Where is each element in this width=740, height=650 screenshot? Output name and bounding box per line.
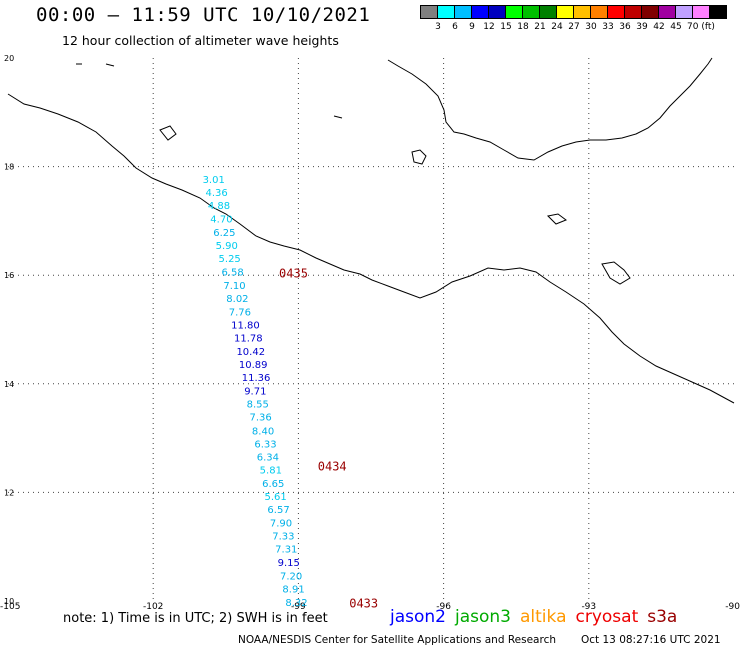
wave-height-value: 7.76 <box>229 307 251 318</box>
satellite-legend: jason2 jason3 altika cryosat s3a <box>390 607 686 627</box>
coastline-segment <box>387 57 713 161</box>
scale-tick-label: 36 <box>619 22 631 32</box>
coastline-segment <box>159 125 177 141</box>
track-time-label: 0433 <box>349 597 378 611</box>
color-scale <box>420 5 727 19</box>
wave-height-value: 9.71 <box>244 387 266 398</box>
page-subtitle: 12 hour collection of altimeter wave hei… <box>62 33 339 48</box>
scale-tick-label: 45 <box>670 22 682 32</box>
scale-tick-label: 9 <box>469 22 475 32</box>
wave-height-value: 8.02 <box>226 294 248 305</box>
coastline-segment <box>7 93 735 404</box>
coastline-segment <box>333 115 343 119</box>
wave-height-value: 7.90 <box>270 519 292 530</box>
scale-swatch <box>709 5 727 19</box>
wave-height-value: 11.78 <box>234 333 263 344</box>
wave-height-value: 6.25 <box>213 228 235 239</box>
lat-label: 14 <box>4 380 14 389</box>
wave-height-value: 5.25 <box>219 254 241 265</box>
track-time-labels: 0435 0434 0433 <box>279 266 378 610</box>
scale-tick-label: 42 <box>653 22 665 32</box>
scale-tick-label: 39 <box>636 22 648 32</box>
lat-label: 12 <box>4 488 14 497</box>
generated-timestamp: Oct 13 08:27:16 UTC 2021 <box>581 634 721 646</box>
altimeter-track: 3.01 4.36 4.88 4.70 6.25 5.90 5.25 6.58 7.10 8.02… <box>203 175 308 609</box>
axis-labels: 20 18 16 14 12 10-105 -102 -99 -96 -93 -90 <box>0 54 740 612</box>
wave-height-value: 8.32 <box>285 598 307 609</box>
wave-height-value: 10.42 <box>236 347 265 358</box>
wave-height-value: 4.70 <box>210 215 232 226</box>
wave-height-value: 6.57 <box>267 505 289 516</box>
scale-tick-label: 30 <box>585 22 597 32</box>
color-scale-labels: 3 6 9 12 15 18 21 24 27 30 33 36 39 42 45 70 (ft) <box>421 22 740 34</box>
scale-tick-label: 15 <box>500 22 512 32</box>
coastline <box>7 57 735 404</box>
wave-height-value: 6.58 <box>221 268 243 279</box>
wave-height-value: 8.55 <box>247 400 269 411</box>
lon-label: -105 <box>0 602 20 612</box>
lat-label: 16 <box>4 271 14 280</box>
satellite-jason2: jason2 <box>390 607 446 627</box>
lat-label: 10 <box>4 597 14 606</box>
scale-tick-label: 3 <box>435 22 441 32</box>
wave-height-value: 4.36 <box>205 188 227 199</box>
wave-height-value: 8.91 <box>282 584 304 595</box>
wave-height-value: 11.80 <box>231 320 260 331</box>
footer-note: note: 1) Time is in UTC; 2) SWH is in fe… <box>63 611 328 626</box>
wave-height-value: 3.01 <box>203 175 225 186</box>
scale-tick-label: 6 <box>452 22 458 32</box>
scale-tick-label: 12 <box>483 22 495 32</box>
wave-height-value: 6.65 <box>262 479 284 490</box>
scale-tick-label: 18 <box>517 22 529 32</box>
wave-height-value: 7.36 <box>250 413 272 424</box>
wave-height-value: 5.90 <box>216 241 238 252</box>
wave-height-value: 5.61 <box>265 492 287 503</box>
scale-tick-label: 70 (ft) <box>687 22 715 32</box>
wave-height-value: 5.81 <box>260 465 282 476</box>
lat-label: 18 <box>4 163 14 172</box>
lon-label: -96 <box>436 602 451 612</box>
wave-height-value: 11.36 <box>242 373 271 384</box>
wave-height-value: 7.33 <box>272 532 294 543</box>
coastline-segment <box>411 149 427 165</box>
lon-label: -90 <box>725 602 740 612</box>
scale-tick-label: 24 <box>551 22 563 32</box>
credit-text: NOAA/NESDIS Center for Satellite Applica… <box>238 634 556 646</box>
lon-label: -93 <box>581 602 596 612</box>
wave-height-value: 7.10 <box>223 281 245 292</box>
wave-height-value: 4.88 <box>208 201 230 212</box>
satellite-jason3: jason3 <box>455 607 511 627</box>
satellite-cryosat: cryosat <box>575 607 639 627</box>
satellite-s3a: s3a <box>647 607 678 627</box>
wave-height-value: 6.34 <box>257 452 279 463</box>
wave-height-value: 8.40 <box>252 426 274 437</box>
coastline-segment <box>105 63 115 67</box>
coastline-segment <box>601 261 631 285</box>
coastline-segment <box>546 213 568 225</box>
wave-height-value: 7.20 <box>280 571 302 582</box>
track-time-label: 0434 <box>318 460 347 474</box>
lon-label: -99 <box>291 602 306 612</box>
lon-label: -102 <box>143 602 163 612</box>
scale-tick-label: 33 <box>602 22 614 32</box>
wave-height-value: 10.89 <box>239 360 268 371</box>
scale-tick-label: 27 <box>568 22 580 32</box>
wave-height-value: 9.15 <box>278 558 300 569</box>
page-title: 00:00 – 11:59 UTC 10/10/2021 <box>36 4 371 26</box>
lat-label: 20 <box>4 54 14 63</box>
map-gridlines <box>8 58 734 601</box>
track-time-label: 0435 <box>279 266 308 280</box>
scale-tick-label: 21 <box>534 22 546 32</box>
wave-height-value: 6.33 <box>254 439 276 450</box>
wave-height-value: 7.31 <box>275 545 297 556</box>
satellite-altika: altika <box>520 607 567 627</box>
